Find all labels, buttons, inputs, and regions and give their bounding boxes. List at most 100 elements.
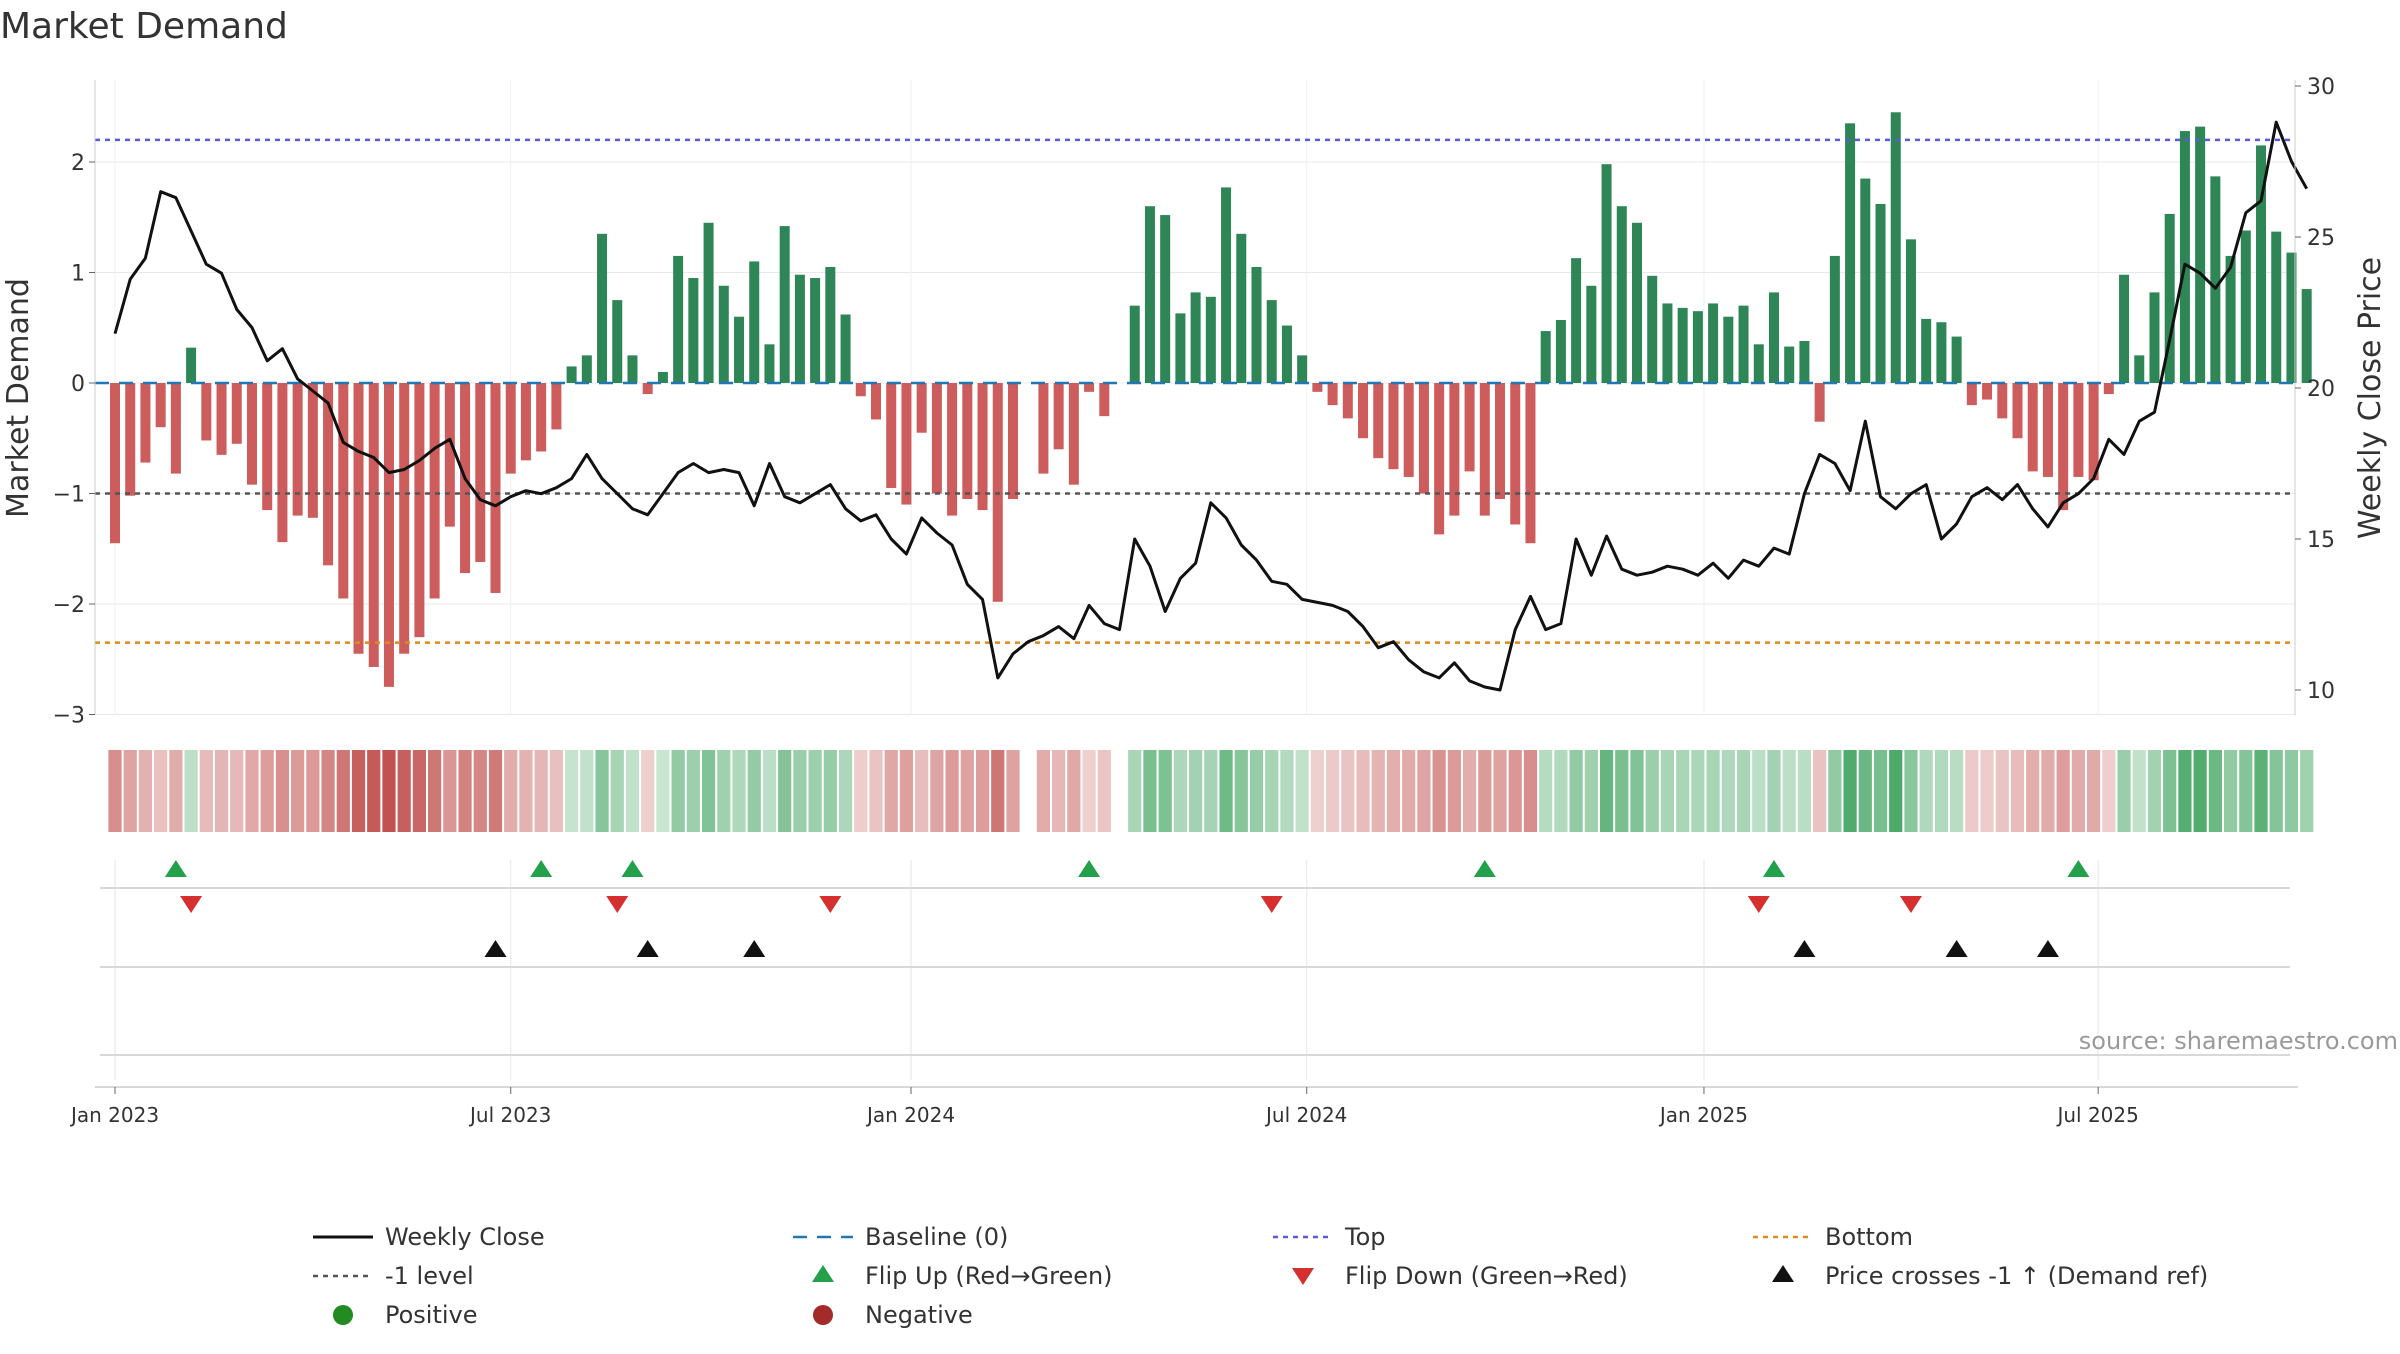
demand-bar (1144, 206, 1155, 383)
demand-strip-cell (793, 750, 807, 832)
right-tick-label: 15 (2307, 528, 2335, 553)
legend-label: Top (1344, 1223, 1386, 1251)
demand-strip-cell (1036, 750, 1051, 832)
demand-strip-cell (1752, 750, 1766, 832)
demand-bar (566, 366, 577, 383)
demand-strip-cell (260, 750, 274, 832)
demand-bar (1845, 123, 1856, 383)
demand-strip-cell (930, 750, 944, 832)
demand-strip-cell (2239, 750, 2253, 832)
demand-bar (1053, 383, 1064, 450)
demand-bar (597, 233, 608, 383)
date-tick-label: Jan 2025 (1658, 1103, 1748, 1127)
demand-strip-cell (656, 750, 670, 832)
demand-strip-cell (549, 750, 563, 832)
chart-title: Market Demand (0, 6, 288, 47)
demand-bar (1540, 331, 1551, 383)
demand-bar (1464, 383, 1475, 472)
demand-bar (1373, 383, 1384, 459)
weekly-close-line (113, 120, 2309, 692)
demand-strip-cell (1904, 750, 1918, 832)
right-tick-label: 20 (2307, 377, 2335, 402)
demand-bar (536, 383, 547, 452)
demand-strip-cell (1873, 750, 1888, 832)
legend-swatch (812, 1265, 834, 1282)
demand-bar (475, 383, 486, 563)
demand-bar (1205, 296, 1216, 383)
demand-strip-cell (1554, 750, 1568, 832)
demand-bar (383, 383, 394, 687)
demand-bar (1266, 300, 1277, 383)
demand-strip-cell (443, 750, 457, 832)
price-cross-marker (1793, 940, 1816, 957)
demand-bar (1479, 383, 1490, 516)
demand-bar (1829, 255, 1840, 383)
demand-strip-cell (138, 750, 153, 832)
demand-strip-cell (1158, 750, 1172, 832)
demand-bar (292, 383, 303, 516)
demand-bar (901, 383, 912, 505)
demand-strip-cell (214, 750, 229, 832)
demand-strip-cell (991, 750, 1005, 832)
price-cross-marker (484, 940, 507, 957)
demand-strip-cell (1478, 750, 1492, 832)
demand-strip-cell (351, 750, 366, 832)
legend-swatch (333, 1305, 353, 1325)
demand-strip-cell (625, 750, 640, 832)
demand-strip-cell (230, 750, 244, 832)
demand-strip-cell (945, 750, 959, 832)
demand-bar (2286, 252, 2297, 383)
demand-strip-cell (2254, 750, 2268, 832)
source-label: source: sharemaestro.com (2079, 1027, 2398, 1055)
demand-strip-cell (2284, 750, 2299, 832)
demand-bar (657, 371, 668, 383)
demand-bar (2042, 383, 2053, 477)
demand-strip-cell (975, 750, 990, 832)
legend-item: Negative (813, 1301, 973, 1329)
demand-strip-cell (534, 750, 548, 832)
demand-strip-cell (397, 750, 411, 832)
legend-label: Negative (865, 1301, 973, 1329)
demand-strip-cell (2300, 750, 2314, 832)
demand-bar (2134, 355, 2145, 383)
demand-strip-cell (412, 750, 426, 832)
demand-strip-cell (1767, 750, 1781, 832)
demand-strip-cell (1645, 750, 1659, 832)
demand-bar (1160, 215, 1171, 383)
demand-strip-cell (1432, 750, 1446, 832)
demand-bar (1175, 313, 1186, 383)
demand-strip-cell (1341, 750, 1355, 832)
demand-bar (1510, 383, 1521, 525)
legend-label: Flip Up (Red→Green) (865, 1262, 1113, 1290)
demand-bar (551, 383, 562, 430)
demand-strip-cell (1417, 750, 1431, 832)
demand-bar (1632, 222, 1642, 383)
demand-strip-cell (884, 750, 898, 832)
date-axis-layer: Jan 2023 Jul 2023 Jan 2024 Jul 2024 Jan 2025… (69, 1087, 2139, 1127)
demand-strip-cell (1128, 750, 1142, 832)
demand-bar (307, 383, 318, 518)
price-layer (113, 120, 2309, 692)
demand-bar (764, 344, 775, 383)
left-tick-label: 2 (71, 151, 85, 176)
demand-strip-cell (519, 750, 533, 832)
demand-strip-cell (2071, 750, 2085, 832)
demand-bar (2119, 274, 2130, 383)
demand-strip-cell (778, 750, 792, 832)
demand-strip-cell (838, 750, 853, 832)
demand-bar (1738, 305, 1749, 383)
demand-bar (231, 383, 242, 444)
demand-bar (1084, 383, 1095, 392)
demand-strip-cell (1508, 750, 1522, 832)
demand-bar (1038, 383, 1049, 474)
demand-bar (368, 383, 379, 667)
demand-bar (810, 278, 821, 383)
demand-strip-cell (1584, 750, 1598, 832)
demand-strip-cell (1219, 750, 1233, 832)
demand-bar (642, 383, 653, 395)
demand-strip-cell (1371, 750, 1385, 832)
demand-strip-cell (595, 750, 609, 832)
demand-strip-cell (1721, 750, 1735, 832)
flip-up-marker (530, 860, 553, 877)
